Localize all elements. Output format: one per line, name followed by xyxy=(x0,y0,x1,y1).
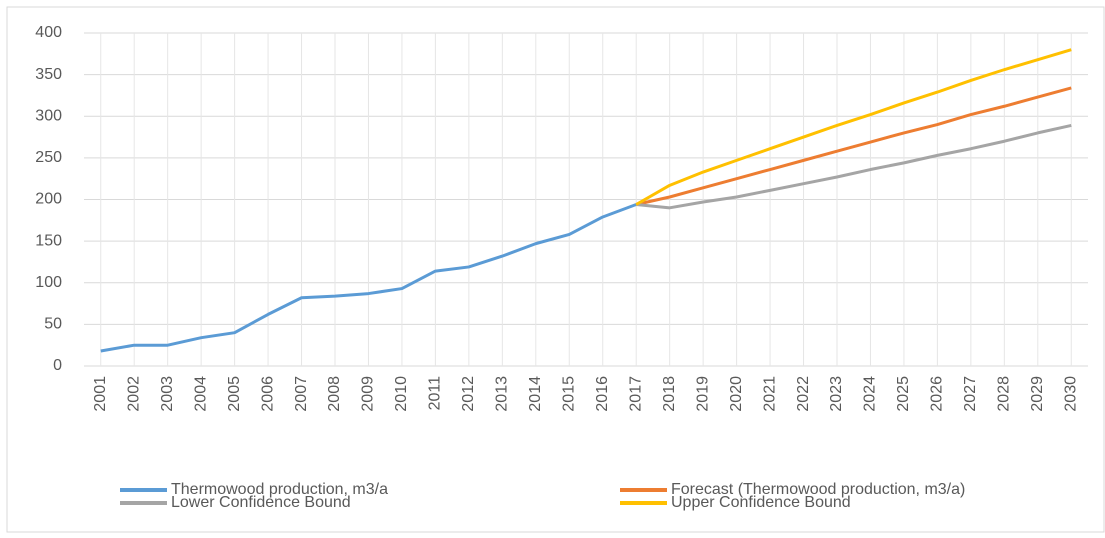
y-tick-label: 250 xyxy=(35,149,62,166)
series-line xyxy=(100,203,637,353)
x-tick-label: 2023 xyxy=(828,376,845,412)
x-tick-label: 2030 xyxy=(1062,376,1079,412)
x-tick-label: 2013 xyxy=(494,376,511,412)
x-tick-label: 2004 xyxy=(192,376,209,412)
x-tick-label: 2005 xyxy=(226,376,243,412)
x-tick-label: 2012 xyxy=(460,376,477,412)
x-tick-label: 2019 xyxy=(694,376,711,412)
y-tick-label: 300 xyxy=(35,107,62,124)
chart-border xyxy=(6,6,1105,533)
x-tick-label: 2002 xyxy=(125,376,142,412)
x-tick-label: 2016 xyxy=(594,376,611,412)
x-tick-label: 2010 xyxy=(393,376,410,412)
x-tick-label: 2027 xyxy=(962,376,979,412)
x-tick-label: 2029 xyxy=(1029,376,1046,412)
x-tick-label: 2025 xyxy=(895,376,912,412)
legend-label: Upper Confidence Bound xyxy=(671,494,851,511)
legend-label: Thermowood production, m3/a xyxy=(171,481,388,498)
x-tick-label: 2021 xyxy=(761,376,778,412)
y-tick-label: 0 xyxy=(53,357,62,374)
series-line xyxy=(636,123,1072,210)
y-tick-label: 350 xyxy=(35,66,62,83)
x-tick-label: 2015 xyxy=(560,376,577,412)
x-tick-label: 2028 xyxy=(996,376,1013,412)
x-tick-label: 2006 xyxy=(259,376,276,412)
legend-label: Forecast (Thermowood production, m3/a) xyxy=(671,481,965,498)
x-tick-label: 2003 xyxy=(159,376,176,412)
x-tick-label: 2011 xyxy=(427,376,444,411)
x-tick-label: 2017 xyxy=(627,376,644,412)
series-line xyxy=(635,48,1072,206)
y-tick-label: 100 xyxy=(35,274,62,291)
x-tick-label: 2018 xyxy=(661,376,678,412)
series-line xyxy=(635,86,1072,206)
y-tick-label: 150 xyxy=(35,232,62,249)
y-tick-label: 50 xyxy=(44,316,62,333)
x-tick-label: 2014 xyxy=(527,376,544,412)
x-tick-label: 2008 xyxy=(326,376,343,412)
x-tick-label: 2024 xyxy=(862,376,879,412)
x-tick-label: 2009 xyxy=(360,376,377,412)
x-tick-label: 2020 xyxy=(728,376,745,412)
legend-label: Lower Confidence Bound xyxy=(171,494,351,511)
x-tick-label: 2022 xyxy=(795,376,812,412)
y-tick-label: 200 xyxy=(35,191,62,208)
x-tick-label: 2007 xyxy=(293,376,310,412)
x-tick-label: 2026 xyxy=(929,376,946,412)
y-tick-label: 400 xyxy=(35,24,62,41)
x-tick-label: 2001 xyxy=(92,376,109,412)
